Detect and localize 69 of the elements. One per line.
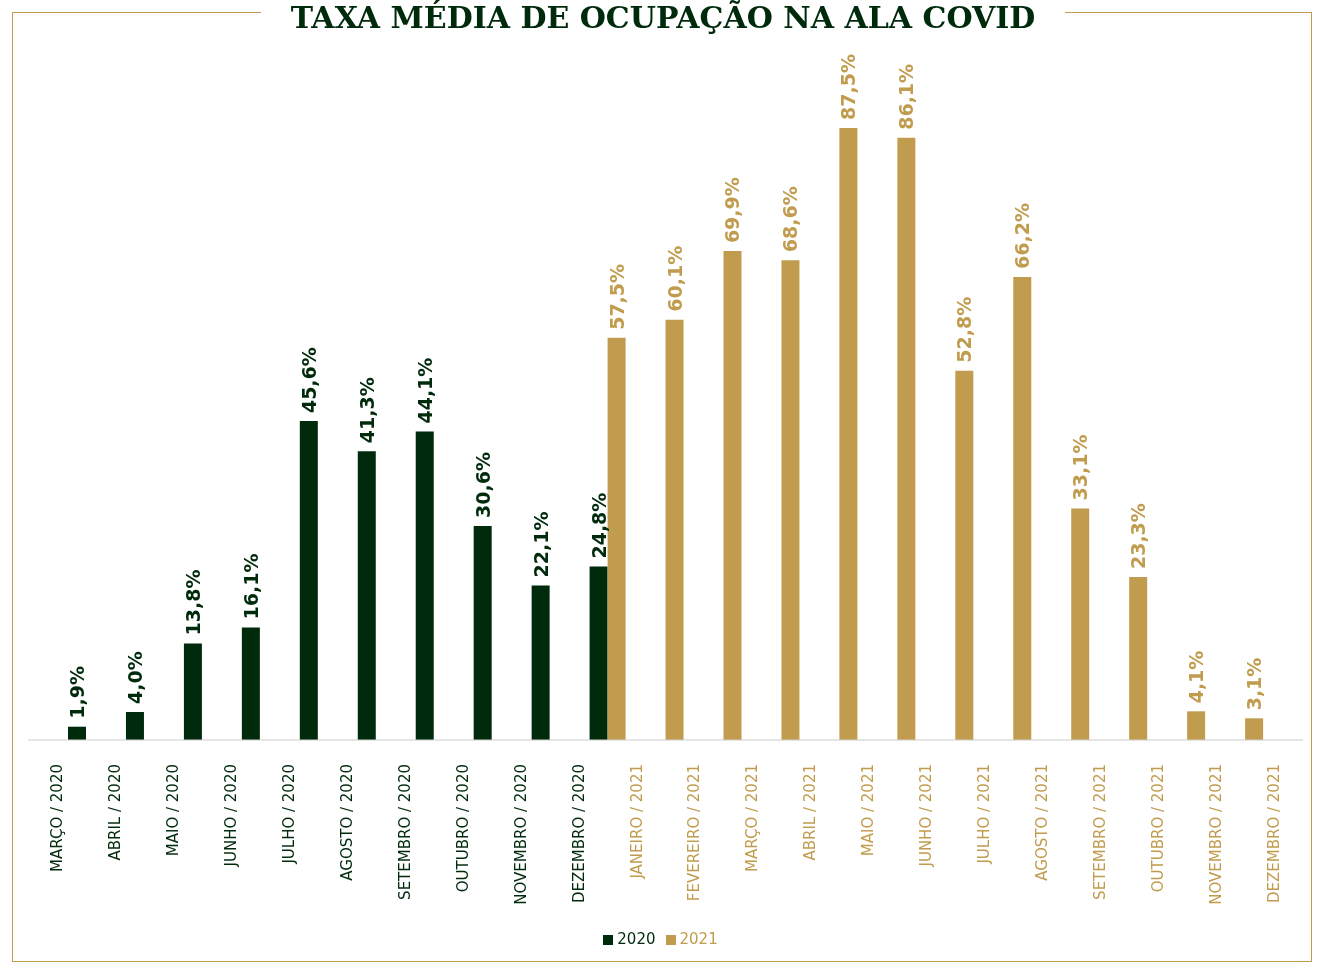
x-tick-label: MARÇO / 2020: [47, 764, 66, 872]
x-tick-label: SETEMBRO / 2020: [395, 764, 414, 900]
data-label: 52,8%: [953, 296, 976, 363]
bar: [955, 370, 974, 740]
bar: [589, 566, 608, 740]
chart-title: TAXA MÉDIA DE OCUPAÇÃO NA ALA COVID: [260, 0, 1066, 35]
data-label: 33,1%: [1069, 434, 1092, 501]
x-tick-label: SETEMBRO / 2021: [1091, 764, 1110, 900]
data-label: 57,5%: [605, 263, 628, 330]
legend-label: 2020: [617, 930, 656, 948]
x-tick-label: AGOSTO / 2021: [1033, 764, 1052, 881]
x-tick-label: ABRIL / 2020: [105, 764, 124, 861]
bar: [183, 643, 202, 740]
data-label: 87,5%: [837, 54, 860, 120]
bar: [1013, 276, 1032, 740]
data-label: 4,1%: [1185, 650, 1208, 704]
bar: [68, 726, 86, 740]
data-label: 23,3%: [1127, 503, 1150, 570]
x-tick-label: NOVEMBRO / 2020: [511, 764, 530, 905]
x-tick-label: JULHO / 2020: [279, 764, 298, 865]
bar: [723, 251, 742, 740]
data-label: 24,8%: [587, 492, 610, 559]
x-tick-label: JUNHO / 2020: [221, 764, 240, 868]
bar: [1187, 711, 1206, 740]
x-tick-label: NOVEMBRO / 2021: [1207, 764, 1226, 905]
legend-label: 2021: [679, 930, 718, 948]
x-tick-label: FEVEREIRO / 2021: [685, 764, 704, 902]
x-tick-label: MAIO / 2021: [859, 764, 878, 857]
x-tick-label: JULHO / 2021: [975, 764, 994, 865]
x-tick-label: ABRIL / 2021: [801, 764, 820, 861]
data-label: 3,1%: [1243, 657, 1266, 711]
data-label: 68,6%: [779, 186, 802, 253]
x-tick-label: MAIO / 2020: [163, 764, 182, 857]
bar: [299, 421, 318, 740]
bar: [897, 137, 916, 740]
bar: [665, 319, 684, 740]
data-label: 66,2%: [1011, 203, 1034, 269]
bar: [473, 525, 492, 740]
bar: [1245, 718, 1264, 740]
bar: [241, 627, 260, 740]
data-label: 13,8%: [181, 569, 204, 636]
data-label: 69,9%: [721, 177, 744, 244]
x-tick-label: JUNHO / 2021: [917, 764, 936, 868]
data-label: 41,3%: [355, 377, 378, 444]
data-label: 44,1%: [413, 357, 436, 424]
data-label: 45,6%: [297, 347, 320, 414]
x-tick-label: DEZEMBRO / 2021: [1265, 764, 1284, 904]
bar: [415, 431, 434, 740]
data-label: 16,1%: [239, 553, 262, 620]
data-label: 4,0%: [123, 651, 146, 705]
x-tick-label: OUTUBRO / 2021: [1149, 764, 1168, 893]
data-label: 86,1%: [895, 63, 918, 130]
data-label: 60,1%: [663, 245, 686, 312]
x-tick-label: DEZEMBRO / 2020: [569, 764, 588, 904]
bar: [839, 128, 858, 740]
bar: [1129, 577, 1148, 740]
bar: [607, 337, 626, 740]
x-tick-label: OUTUBRO / 2020: [453, 764, 472, 893]
data-label: 30,6%: [471, 452, 494, 518]
x-tick-label: AGOSTO / 2020: [337, 764, 356, 881]
data-label: 22,1%: [529, 511, 552, 578]
bar: [781, 260, 800, 740]
x-tick-label: MARÇO / 2021: [743, 764, 762, 872]
bar: [1071, 508, 1090, 740]
data-label: 1,9%: [66, 666, 88, 719]
bar: [125, 712, 144, 740]
x-tick-label: JANEIRO / 2021: [627, 764, 646, 880]
bar: [357, 451, 376, 740]
bar: [531, 585, 550, 740]
